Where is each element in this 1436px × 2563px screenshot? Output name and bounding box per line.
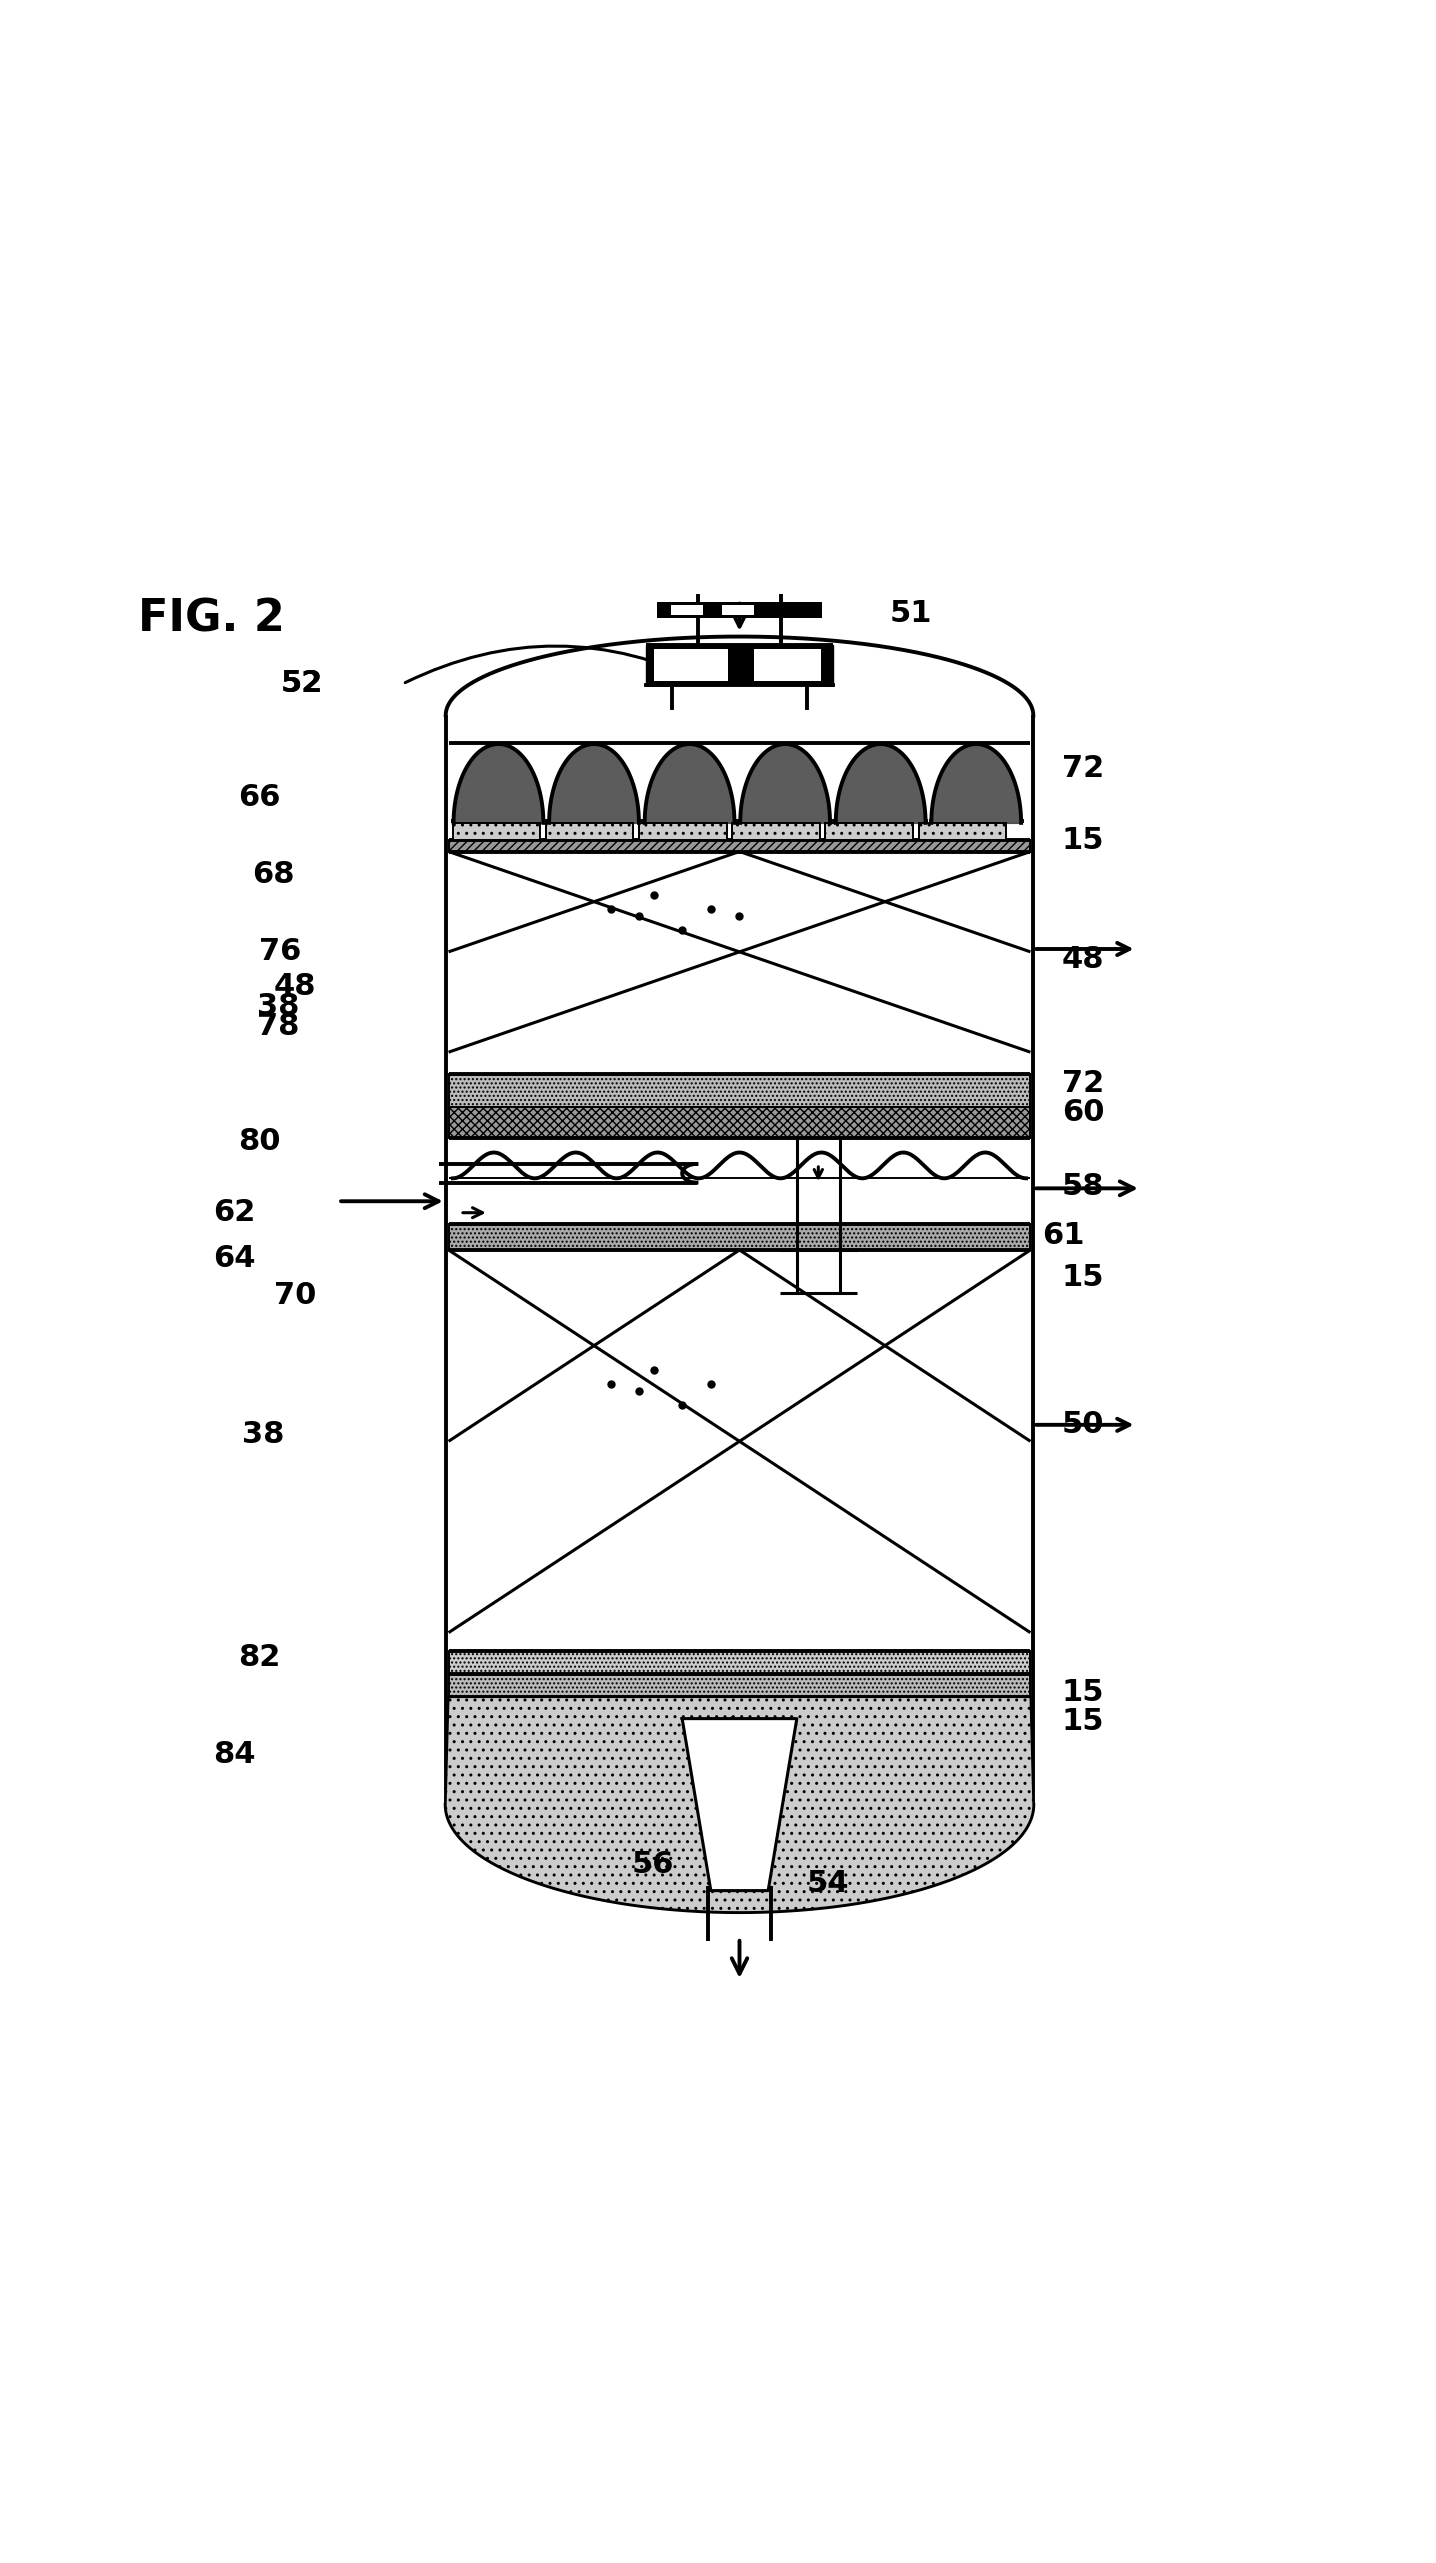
Polygon shape [445,1697,1034,1912]
Text: 51: 51 [890,600,932,628]
Text: 38: 38 [243,1420,284,1448]
Text: 68: 68 [253,861,294,889]
Text: 15: 15 [1063,1264,1104,1292]
Text: 48: 48 [274,971,316,1000]
Text: 84: 84 [214,1740,256,1768]
Text: 82: 82 [238,1643,280,1671]
Bar [448,1674,1031,1697]
Bar [722,605,754,615]
Text: 52: 52 [281,669,323,697]
Bar [448,1107,1031,1138]
Polygon shape [445,1697,1034,1912]
Text: 80: 80 [238,1128,280,1156]
Text: 15: 15 [1063,1707,1104,1735]
Text: 58: 58 [1063,1171,1104,1202]
Bar [448,1225,1031,1251]
Bar [448,841,1031,851]
Bar [658,602,821,618]
Bar [754,648,821,682]
Text: 78: 78 [257,1012,299,1041]
Text: 76: 76 [260,938,302,966]
Text: 62: 62 [214,1199,256,1228]
Text: FIG. 2: FIG. 2 [138,597,284,641]
Text: 56: 56 [632,1850,675,1879]
Bar [448,1074,1031,1107]
Text: 15: 15 [1063,1679,1104,1707]
Text: 60: 60 [1063,1097,1104,1128]
Bar [672,605,704,615]
Text: 52: 52 [281,669,323,697]
Text: 38: 38 [257,992,299,1020]
Bar [448,1651,1031,1674]
Bar [653,648,728,682]
Text: 70: 70 [274,1282,316,1310]
Text: 64: 64 [214,1243,256,1274]
Bar [546,823,633,841]
Text: 61: 61 [1043,1220,1084,1251]
Text: 72: 72 [1063,1069,1104,1097]
Polygon shape [682,1720,797,1891]
Text: 15: 15 [1063,825,1104,853]
Text: 54: 54 [807,1868,849,1899]
Bar [452,823,540,841]
Text: 50: 50 [1063,1410,1104,1440]
Bar [732,823,820,841]
Text: 72: 72 [1063,754,1104,782]
Text: 48: 48 [1063,946,1104,974]
Bar [826,823,913,841]
Bar [919,823,1007,841]
Bar [646,646,833,684]
Bar [639,823,727,841]
Text: 66: 66 [238,782,280,812]
